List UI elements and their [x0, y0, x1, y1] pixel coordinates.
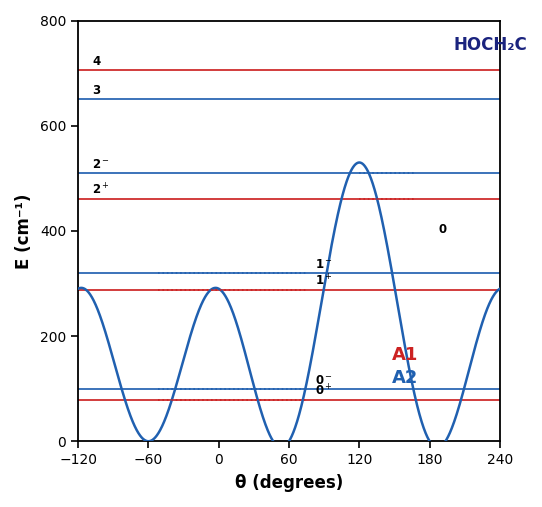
Text: HOCH₂C: HOCH₂C [453, 37, 527, 54]
Y-axis label: E (cm⁻¹): E (cm⁻¹) [15, 193, 33, 269]
Text: 2$^+$: 2$^+$ [92, 182, 110, 197]
Text: 4: 4 [92, 55, 100, 68]
Text: 1$^+$: 1$^+$ [315, 273, 333, 288]
Text: A1: A1 [392, 346, 418, 364]
Text: 0$^-$: 0$^-$ [315, 374, 333, 387]
Text: 0: 0 [439, 223, 447, 236]
X-axis label: θ (degrees): θ (degrees) [235, 474, 343, 492]
Text: 0$^+$: 0$^+$ [315, 383, 333, 399]
Text: 1$^-$: 1$^-$ [315, 259, 333, 271]
Text: A2: A2 [392, 370, 418, 387]
Text: 2$^-$: 2$^-$ [92, 158, 110, 171]
Text: 3: 3 [92, 84, 100, 97]
